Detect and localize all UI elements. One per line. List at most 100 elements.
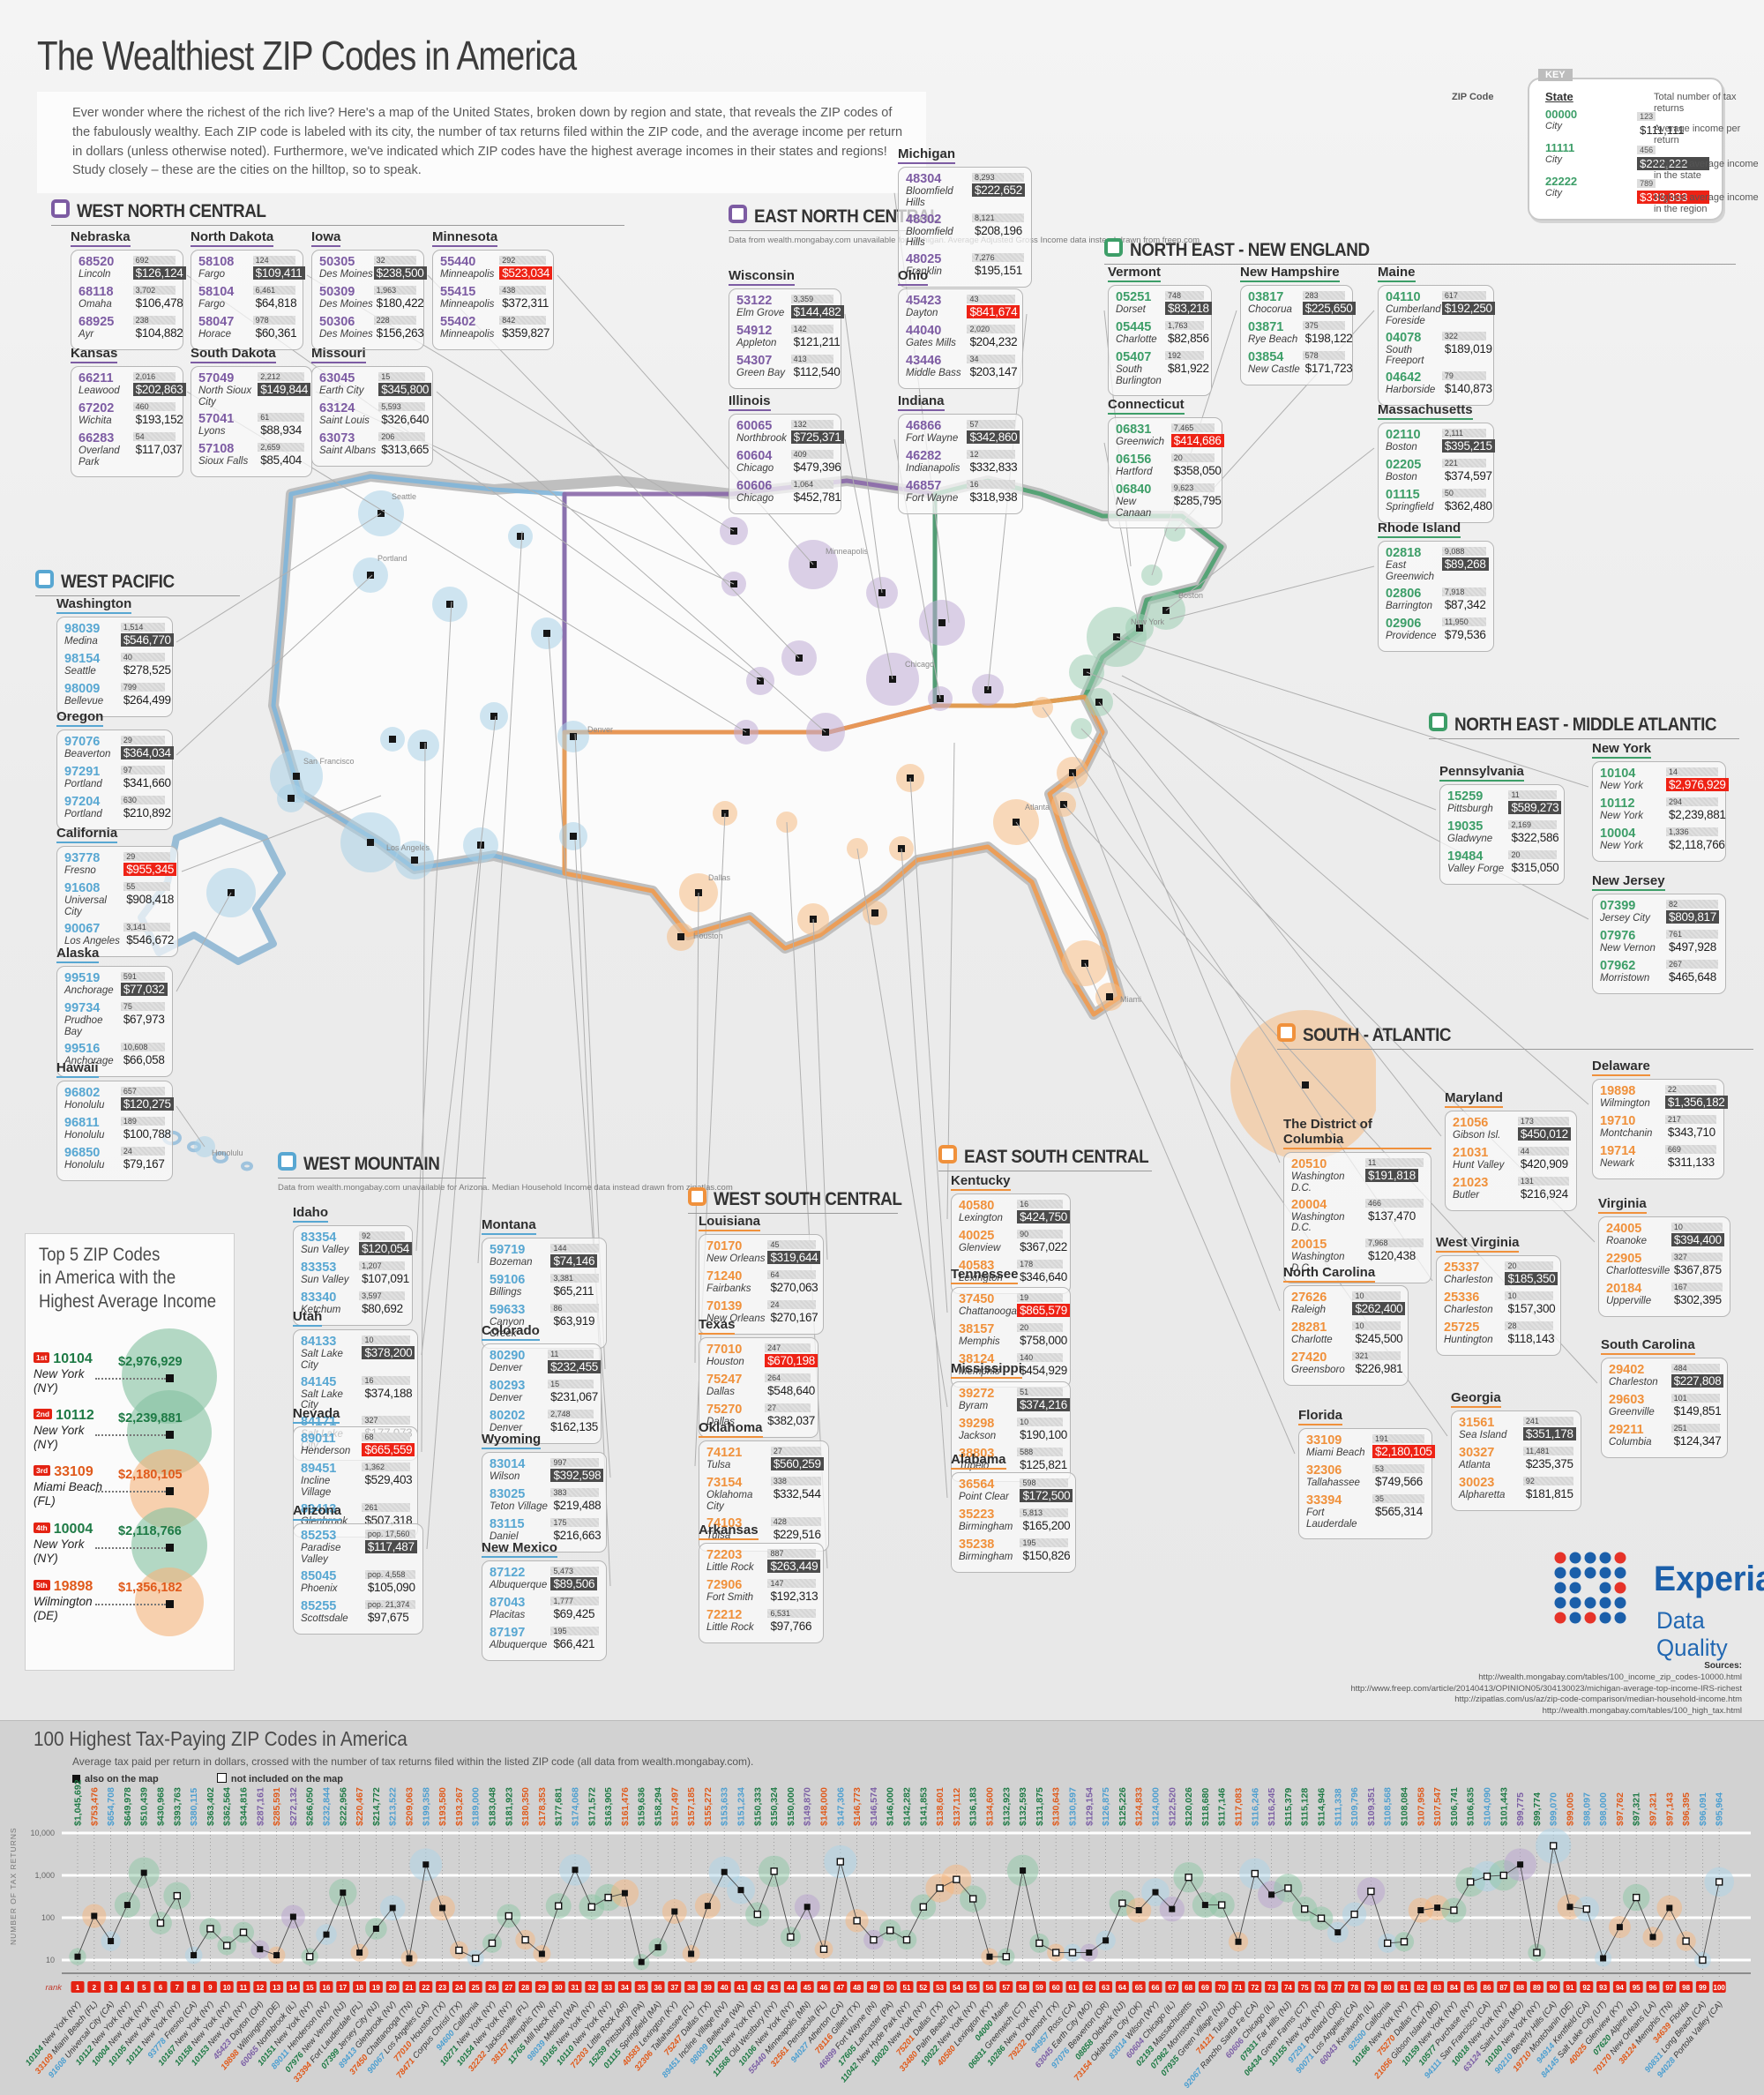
chart-rank-badge (336, 1981, 350, 1993)
chart-point (306, 1952, 314, 1961)
zip-avg-income: $322,586 (1511, 831, 1559, 844)
zip-row: 27420 Greensboro 321 $226,981 (1291, 1351, 1403, 1377)
region-rule (729, 230, 953, 231)
zip-avg-income: $229,516 (773, 1527, 821, 1541)
zip-code: 20510 (1291, 1157, 1327, 1171)
zip-row: 25337 Charleston 20 $185,350 (1444, 1261, 1558, 1287)
zip-city: Little Rock (706, 1562, 754, 1574)
chart-point (1616, 1924, 1623, 1931)
svg-text:99: 99 (1699, 1984, 1707, 1992)
chart-value-label: $132,923 (1001, 1787, 1012, 1826)
zip-city: Greenwich (1116, 437, 1164, 448)
zip-returns-count: 1,362 (362, 1463, 410, 1471)
zip-code: 46866 (906, 419, 942, 433)
state-name: Oregon (56, 709, 104, 727)
state-box: 27626 Raleigh 10 $262,400 28281 Charlotte 10 $2… (1283, 1285, 1409, 1386)
zip-returns-count: 7,918 (1441, 587, 1486, 596)
chart-rank-badge (800, 1981, 814, 1993)
source-url: http://zipatlas.com/us/az/zip-code-compa… (1454, 1695, 1742, 1705)
state-box: 96802 Honolulu 657 $120,275 96811 Honolulu 189… (56, 1081, 174, 1181)
zip-city: Los Angeles (64, 935, 120, 946)
zip-city: North Sioux City (198, 385, 252, 408)
zip-code: 21056 (1453, 1116, 1489, 1130)
state-panel-de: Delaware 19898 Wilmington 22 $1,356,182 19710… (1592, 1059, 1728, 1179)
zip-city: Dayton (906, 308, 938, 319)
zip-row: 99516 Anchorage 10,608 $66,058 (64, 1042, 165, 1068)
state-box: 21056 Gibson Isl. 173 $450,012 21031 Hunt Val… (1445, 1111, 1577, 1211)
key-sample-row: 22222 City 789 $333,333 (1545, 175, 1709, 204)
chart-value-label: $96,395 (1681, 1792, 1692, 1826)
zip-row: 55402 Minneapolis 842 $359,827 (440, 315, 549, 341)
state-panel-sd: South Dakota 57049 North Sioux City 2,212 $1… (191, 346, 312, 477)
chart-rank-badge (1049, 1981, 1063, 1993)
zip-avg-income: $546,770 (120, 633, 174, 647)
zip-returns-count: 175 (550, 1518, 599, 1527)
state-name: Delaware (1592, 1059, 1650, 1076)
zip-row: 84145 Salt Lake City 16 $374,188 (301, 1375, 413, 1412)
zip-row: 50305 Des Moines 32 $238,500 (319, 255, 427, 281)
zip-avg-income: $529,403 (364, 1473, 413, 1486)
zip-returns-count: 799 (120, 683, 165, 692)
zip-city: Denver (490, 1423, 523, 1434)
region-header-sa: SOUTH - ATLANTIC (1277, 1023, 1753, 1050)
zip-code: 04078 (1386, 330, 1422, 345)
zip-avg-income: $332,833 (969, 460, 1018, 474)
chart-point (472, 1954, 480, 1963)
state-panel-wy: Wyoming 83014 Wilson 997 $392,598 83025 Teton … (482, 1432, 607, 1553)
zip-returns-count: 40 (120, 653, 165, 662)
zip-returns-count: 409 (790, 450, 833, 459)
zip-row: 05445 Charlotte 1,763 $82,856 (1116, 320, 1209, 347)
zip-city: Charleston (1444, 1305, 1493, 1316)
chart-point (1185, 1873, 1192, 1882)
state-panel-tx: Texas 77010 Houston 247 $670,198 75247 Dallas 2… (699, 1317, 818, 1438)
chart-point (968, 1895, 977, 1903)
zip-returns-count: 2,111 (1441, 429, 1486, 438)
zip-city: Teton Village (490, 1501, 548, 1513)
chart-point (654, 1944, 662, 1951)
zip-avg-income: $311,133 (1667, 1156, 1715, 1169)
chart-point (936, 1884, 944, 1892)
state-name: Michigan (898, 146, 956, 164)
chart-point (1517, 1861, 1524, 1868)
zip-code: 66211 (78, 371, 114, 385)
zip-code: 85255 (301, 1598, 337, 1613)
chart-rank-badge (866, 1981, 880, 1993)
state-box: 83014 Wilson 997 $392,598 83025 Teton Village… (482, 1452, 607, 1553)
zip-code: 02818 (1386, 546, 1422, 560)
zip-city: New Canaan (1116, 497, 1152, 519)
page-title: The Wealthiest ZIP Codes in America (37, 33, 577, 79)
zip-returns-count: 206 (378, 432, 425, 441)
zip-returns-count: 598 (1020, 1478, 1068, 1487)
zip-row: 21056 Gibson Isl. 173 $450,012 (1453, 1116, 1571, 1142)
key-annotation-income: Average income per return (1654, 123, 1741, 146)
zip-row: 02818 East Greenwich 9,088 $89,268 (1386, 546, 1489, 583)
map-zip-marker (367, 839, 374, 846)
zip-avg-income: $77,032 (120, 983, 168, 996)
chart-rank-badge (850, 1981, 864, 1993)
zip-city: Green Bay (736, 368, 785, 379)
svg-text:35: 35 (638, 1984, 646, 1992)
zip-row: 07399 Jersey City 82 $809,817 (1600, 899, 1719, 925)
zip-row: 06831 Greenwich 7,465 $414,686 (1116, 423, 1224, 449)
top5-leader-line (95, 1547, 166, 1549)
chart-rank-badge (617, 1981, 632, 1993)
zip-city: Washington D.C. (1291, 1211, 1345, 1234)
state-box: 93778 Fresno 29 $955,345 91608 Universal City… (56, 846, 178, 957)
zip-row: 20184 Upperville 167 $302,395 (1606, 1282, 1723, 1308)
zip-city: Leawood (78, 385, 120, 397)
zip-city: Sioux Falls (198, 455, 249, 467)
chart-rank-badge (684, 1981, 699, 1993)
chart-rank-badge (933, 1981, 947, 1993)
zip-returns-count: 283 (1302, 291, 1345, 300)
key-sample-city: City (1545, 188, 1562, 198)
region-icon (51, 199, 70, 218)
zip-city: Washington D.C. (1291, 1171, 1345, 1193)
top5-marker (166, 1487, 174, 1495)
zip-city: Denver (490, 1393, 523, 1404)
chart-value-label: $214,772 (371, 1787, 382, 1826)
zip-avg-income: $367,022 (1020, 1240, 1068, 1253)
top5-zip-line: 2nd 10112 (34, 1408, 131, 1424)
zip-avg-income: $665,559 (362, 1443, 415, 1456)
zip-row: 72203 Little Rock 887 $263,449 (706, 1548, 821, 1575)
chart-rank-badge (270, 1981, 284, 1993)
